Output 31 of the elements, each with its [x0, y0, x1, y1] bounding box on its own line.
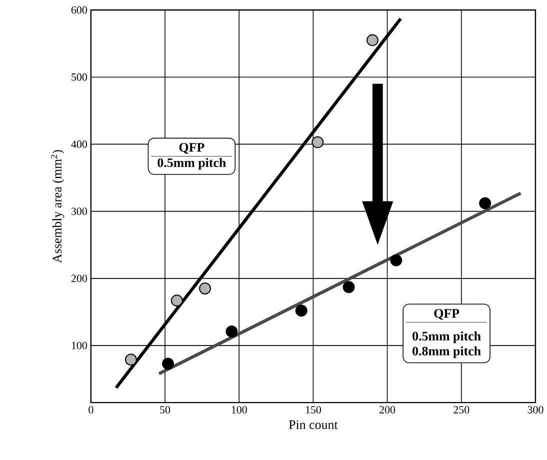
y-tick-label: 500: [72, 74, 87, 82]
point: [226, 326, 238, 338]
point: [390, 254, 402, 267]
x-tick-label: 250: [454, 406, 470, 414]
x-tick-label: 0: [88, 406, 94, 414]
point: [124, 354, 137, 366]
y-tick-label: 200: [71, 274, 87, 282]
x-tick-label: 100: [232, 406, 247, 414]
x-tick-label: 50: [160, 406, 170, 414]
point: [162, 358, 174, 370]
point: [170, 294, 183, 307]
point: [312, 136, 324, 148]
annotation: QFP: [434, 309, 460, 320]
annotation: 0.5mm pitch: [158, 158, 226, 170]
x-axis-title: Pin count: [288, 420, 338, 430]
y-tick-label: 400: [71, 140, 87, 148]
y-axis-title: Assembly area (mm$^{2}$): [51, 150, 64, 264]
point: [479, 198, 492, 210]
annotation: 0.5mm pitch: [412, 332, 481, 344]
point: [342, 281, 355, 294]
x-tick-label: 200: [380, 406, 396, 414]
point: [366, 34, 378, 46]
y-tick-label: 600: [71, 6, 87, 14]
x-tick-label: 150: [306, 406, 321, 414]
point: [199, 282, 211, 295]
y-tick-label: 100: [72, 342, 87, 350]
annotation: QFP: [179, 143, 204, 154]
x-tick-label: 300: [528, 406, 544, 414]
y-tick-label: 300: [72, 208, 87, 216]
point: [295, 304, 308, 317]
annotation: 0.8mm pitch: [412, 346, 481, 358]
